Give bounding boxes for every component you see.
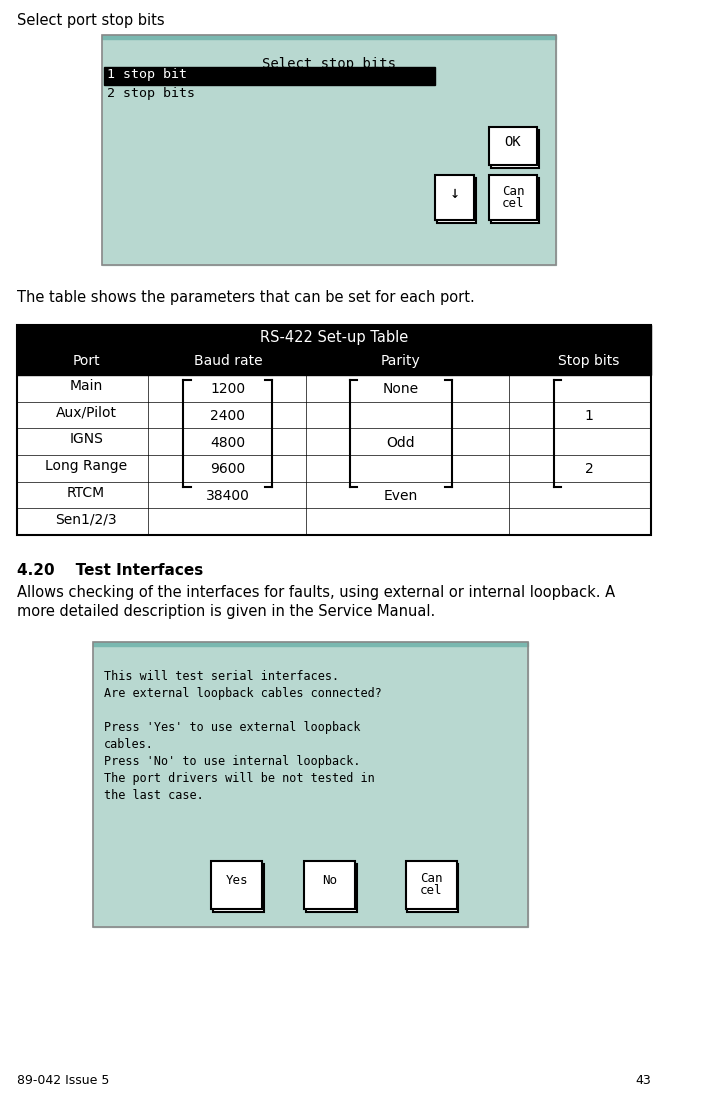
Text: Select stop bits: Select stop bits xyxy=(262,57,396,71)
Text: 89-042 Issue 5: 89-042 Issue 5 xyxy=(17,1074,109,1087)
Text: Select port stop bits: Select port stop bits xyxy=(17,13,164,28)
Bar xyxy=(17,325,651,535)
Bar xyxy=(102,35,556,265)
Bar xyxy=(489,175,537,220)
Text: Port: Port xyxy=(72,354,100,368)
Text: 2 stop bits: 2 stop bits xyxy=(107,87,195,99)
Text: No: No xyxy=(322,874,337,887)
Text: IGNS: IGNS xyxy=(69,432,103,446)
Text: 1200: 1200 xyxy=(211,382,245,397)
Text: Can: Can xyxy=(502,185,524,198)
Bar xyxy=(489,127,537,165)
Text: Allows checking of the interfaces for faults, using external or internal loopbac: Allows checking of the interfaces for fa… xyxy=(17,585,615,600)
Text: cables.: cables. xyxy=(104,738,154,751)
Text: the last case.: the last case. xyxy=(104,789,203,802)
Text: 38400: 38400 xyxy=(206,490,249,503)
Text: Yes: Yes xyxy=(226,874,248,887)
Text: This will test serial interfaces.: This will test serial interfaces. xyxy=(104,670,339,683)
Text: RTCM: RTCM xyxy=(67,486,105,499)
Text: Main: Main xyxy=(69,379,103,393)
Text: Long Range: Long Range xyxy=(45,459,127,473)
Text: RS-422 Set-up Table: RS-422 Set-up Table xyxy=(260,330,408,345)
Text: ↓: ↓ xyxy=(450,183,460,201)
Bar xyxy=(92,642,528,927)
Bar xyxy=(92,646,528,927)
Text: The port drivers will be not tested in: The port drivers will be not tested in xyxy=(104,772,374,785)
Bar xyxy=(211,861,262,909)
Text: Odd: Odd xyxy=(386,435,415,450)
Text: 43: 43 xyxy=(635,1074,651,1087)
Bar xyxy=(491,178,539,223)
Bar xyxy=(435,175,474,220)
Text: Sen1/2/3: Sen1/2/3 xyxy=(56,513,117,526)
Text: None: None xyxy=(383,382,419,397)
Text: Parity: Parity xyxy=(381,354,421,368)
Text: Can: Can xyxy=(420,873,443,885)
Bar xyxy=(102,35,556,39)
Bar xyxy=(491,130,539,168)
Text: cel: cel xyxy=(420,884,443,897)
Bar xyxy=(437,178,476,223)
Text: Even: Even xyxy=(384,490,418,503)
Text: 4800: 4800 xyxy=(211,435,245,450)
Text: 1 stop bit: 1 stop bit xyxy=(107,69,187,81)
Text: Press 'Yes' to use external loopback: Press 'Yes' to use external loopback xyxy=(104,720,360,734)
Text: Are external loopback cables connected?: Are external loopback cables connected? xyxy=(104,687,381,699)
Text: 2: 2 xyxy=(585,462,593,476)
Text: Aux/Pilot: Aux/Pilot xyxy=(56,406,117,420)
Bar xyxy=(102,39,556,265)
Bar xyxy=(306,864,357,912)
Bar xyxy=(304,861,355,909)
Bar xyxy=(92,642,528,646)
Text: Press 'No' to use internal loopback.: Press 'No' to use internal loopback. xyxy=(104,755,360,768)
Text: cel: cel xyxy=(502,197,524,210)
Text: 1: 1 xyxy=(585,409,593,423)
Bar xyxy=(406,861,456,909)
Text: 2400: 2400 xyxy=(211,409,245,423)
Text: more detailed description is given in the Service Manual.: more detailed description is given in th… xyxy=(17,604,435,619)
Bar xyxy=(407,864,459,912)
Bar xyxy=(104,67,435,85)
Text: Stop bits: Stop bits xyxy=(558,354,619,368)
Text: The table shows the parameters that can be set for each port.: The table shows the parameters that can … xyxy=(17,290,474,305)
Bar xyxy=(17,325,651,375)
Text: OK: OK xyxy=(505,135,521,149)
Text: 9600: 9600 xyxy=(211,462,245,476)
Text: 4.20    Test Interfaces: 4.20 Test Interfaces xyxy=(17,564,203,578)
Text: Baud rate: Baud rate xyxy=(193,354,262,368)
Bar xyxy=(213,864,264,912)
